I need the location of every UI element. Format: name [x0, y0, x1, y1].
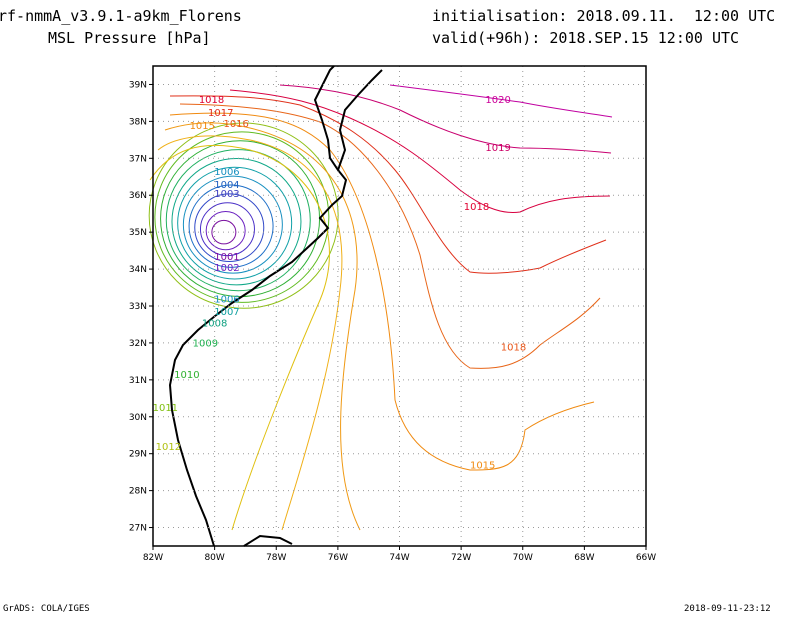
tick-label-y: 29N	[129, 450, 147, 460]
isobar-label: 1004	[214, 180, 239, 191]
init-time: initialisation: 2018.09.11. 12:00 UTC	[432, 7, 776, 25]
isobar-label: 1019	[485, 143, 510, 154]
tick-label-y: 36N	[129, 191, 147, 201]
delmarva-coastline	[337, 69, 383, 171]
isobar-line	[169, 112, 595, 471]
tick-label-y: 28N	[129, 487, 147, 497]
isobar-ring	[205, 211, 246, 251]
isobar-label: 1017	[208, 108, 233, 119]
isobar-ring	[171, 157, 302, 286]
valid-time: valid(+96h): 2018.SEP.15 12:00 UTC	[432, 29, 740, 47]
isobar-label: 1011	[153, 403, 178, 414]
isobar-label: 1006	[214, 167, 239, 178]
isobar-ring	[182, 175, 283, 274]
isobar-ring	[165, 149, 311, 292]
isobar-line	[179, 103, 601, 369]
isobar-label: 1015	[190, 121, 215, 132]
isobar-line	[164, 122, 361, 531]
isobar-label: 1018	[199, 95, 224, 106]
isobar-line	[157, 135, 343, 531]
tick-label-x: 78W	[266, 553, 286, 563]
isobar-line	[149, 144, 330, 531]
render-timestamp: 2018-09-11-23:12	[684, 604, 771, 614]
isobar-label: 1001	[214, 252, 239, 263]
tick-label-y: 33N	[129, 302, 147, 312]
tick-label-y: 27N	[129, 524, 147, 534]
isobar-label: 1020	[485, 95, 510, 106]
isobar-ring	[148, 122, 339, 309]
isobar-ring	[177, 166, 293, 280]
isobar-ring	[199, 202, 255, 257]
isobar-label: 1002	[214, 263, 239, 274]
tick-label-x: 66W	[636, 553, 656, 563]
isobar-ring	[194, 193, 265, 262]
tick-label-x: 76W	[328, 553, 348, 563]
isobar-ring	[154, 131, 330, 303]
bahamas-coastline	[243, 534, 293, 547]
map-frame	[152, 65, 647, 547]
isobar-line	[279, 84, 612, 154]
isobar-label: 1018	[464, 202, 489, 213]
isobar-label: 1008	[202, 318, 227, 329]
tick-label-x: 80W	[204, 553, 224, 563]
isobar-line	[229, 89, 611, 214]
tick-label-x: 82W	[143, 553, 163, 563]
tick-label-y: 30N	[129, 413, 147, 423]
isobar-label: 1018	[501, 342, 526, 353]
tick-label-y: 32N	[129, 339, 147, 349]
tick-label-y: 34N	[129, 265, 147, 275]
field-title: MSL Pressure [hPa]	[48, 29, 211, 47]
isobar-label: 1016	[223, 119, 248, 130]
isobar-label: 1009	[193, 339, 218, 350]
grads-credit: GrADS: COLA/IGES	[3, 604, 90, 614]
model-title: rf-nmmA_v3.9.1-a9km_Florens	[0, 7, 242, 25]
tick-label-x: 72W	[451, 553, 471, 563]
tick-label-y: 31N	[129, 376, 147, 386]
isobar-label: 1015	[470, 460, 495, 471]
axis-ticks: 82W 80W 78W 76W 74W 72W 70W 68W 66W 27N 28N 29N 30N 3…	[129, 80, 656, 563]
isobar-label: 1006	[214, 294, 239, 305]
isobar-ring	[211, 219, 237, 245]
isobar-label: 1012	[156, 442, 181, 453]
isobar-lines	[148, 84, 613, 531]
isobar-label: 1010	[174, 370, 199, 381]
isobar-line	[389, 84, 613, 118]
tick-label-x: 70W	[513, 553, 533, 563]
isobar-label: 1003	[214, 189, 239, 200]
tick-label-x: 74W	[389, 553, 409, 563]
isobar-ring	[188, 184, 274, 268]
coastline	[168, 65, 383, 547]
tick-label-y: 35N	[129, 228, 147, 238]
tick-label-y: 38N	[129, 117, 147, 127]
tick-label-y: 37N	[129, 154, 147, 164]
tick-label-y: 39N	[129, 80, 147, 90]
isobar-label: 1007	[214, 307, 239, 318]
isobar-line	[169, 95, 607, 274]
us-east-coastline	[168, 65, 348, 547]
tick-label-x: 68W	[574, 553, 594, 563]
